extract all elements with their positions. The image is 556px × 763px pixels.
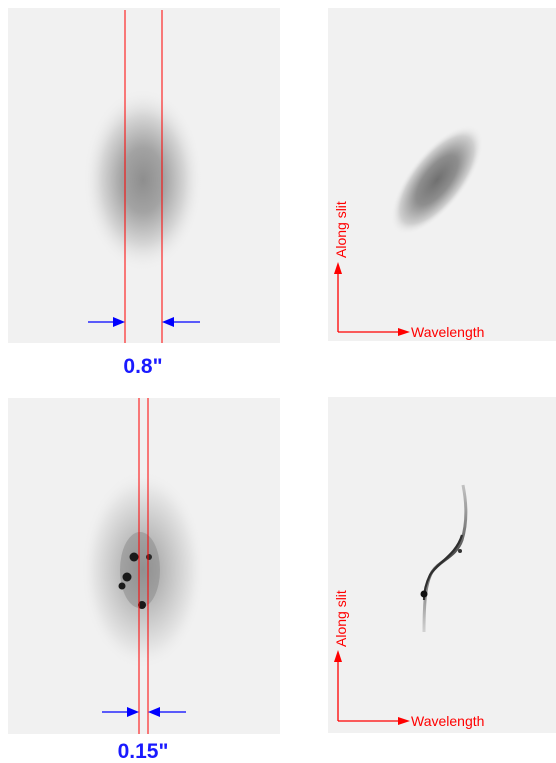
spectrum-knot [458,549,462,553]
star-cluster-knot [146,554,152,560]
wavelength-label: Wavelength [411,324,484,340]
slit-width-arrow-right [162,317,200,327]
wavelength-label: Wavelength [411,713,484,729]
wavelength-axis-arrow [338,328,410,336]
along-slit-axis-arrow [334,650,342,721]
star-cluster-knot [138,601,146,609]
ao-spectrum-panel [328,397,556,733]
spectrum-knot [420,590,428,598]
star-cluster-knot [129,552,139,562]
slit-width-arrow-left [102,707,139,717]
star-cluster-knot [118,582,126,590]
slit-width-arrow-left [88,317,125,327]
along-slit-label: Along slit [333,201,349,258]
slit-width-arrow-right [148,707,186,717]
slit-width-label: 0.15" [118,740,169,763]
along-slit-label: Along slit [333,590,349,647]
slit-width-label: 0.8" [123,355,162,378]
blurred-spectrum [390,125,484,235]
blurred-galaxy-image [83,88,203,272]
along-slit-axis-arrow [334,262,342,332]
wavelength-axis-arrow [338,717,410,725]
rotation-curve-core [422,534,464,601]
star-cluster-knot [122,572,132,582]
galaxy-core [120,532,160,608]
